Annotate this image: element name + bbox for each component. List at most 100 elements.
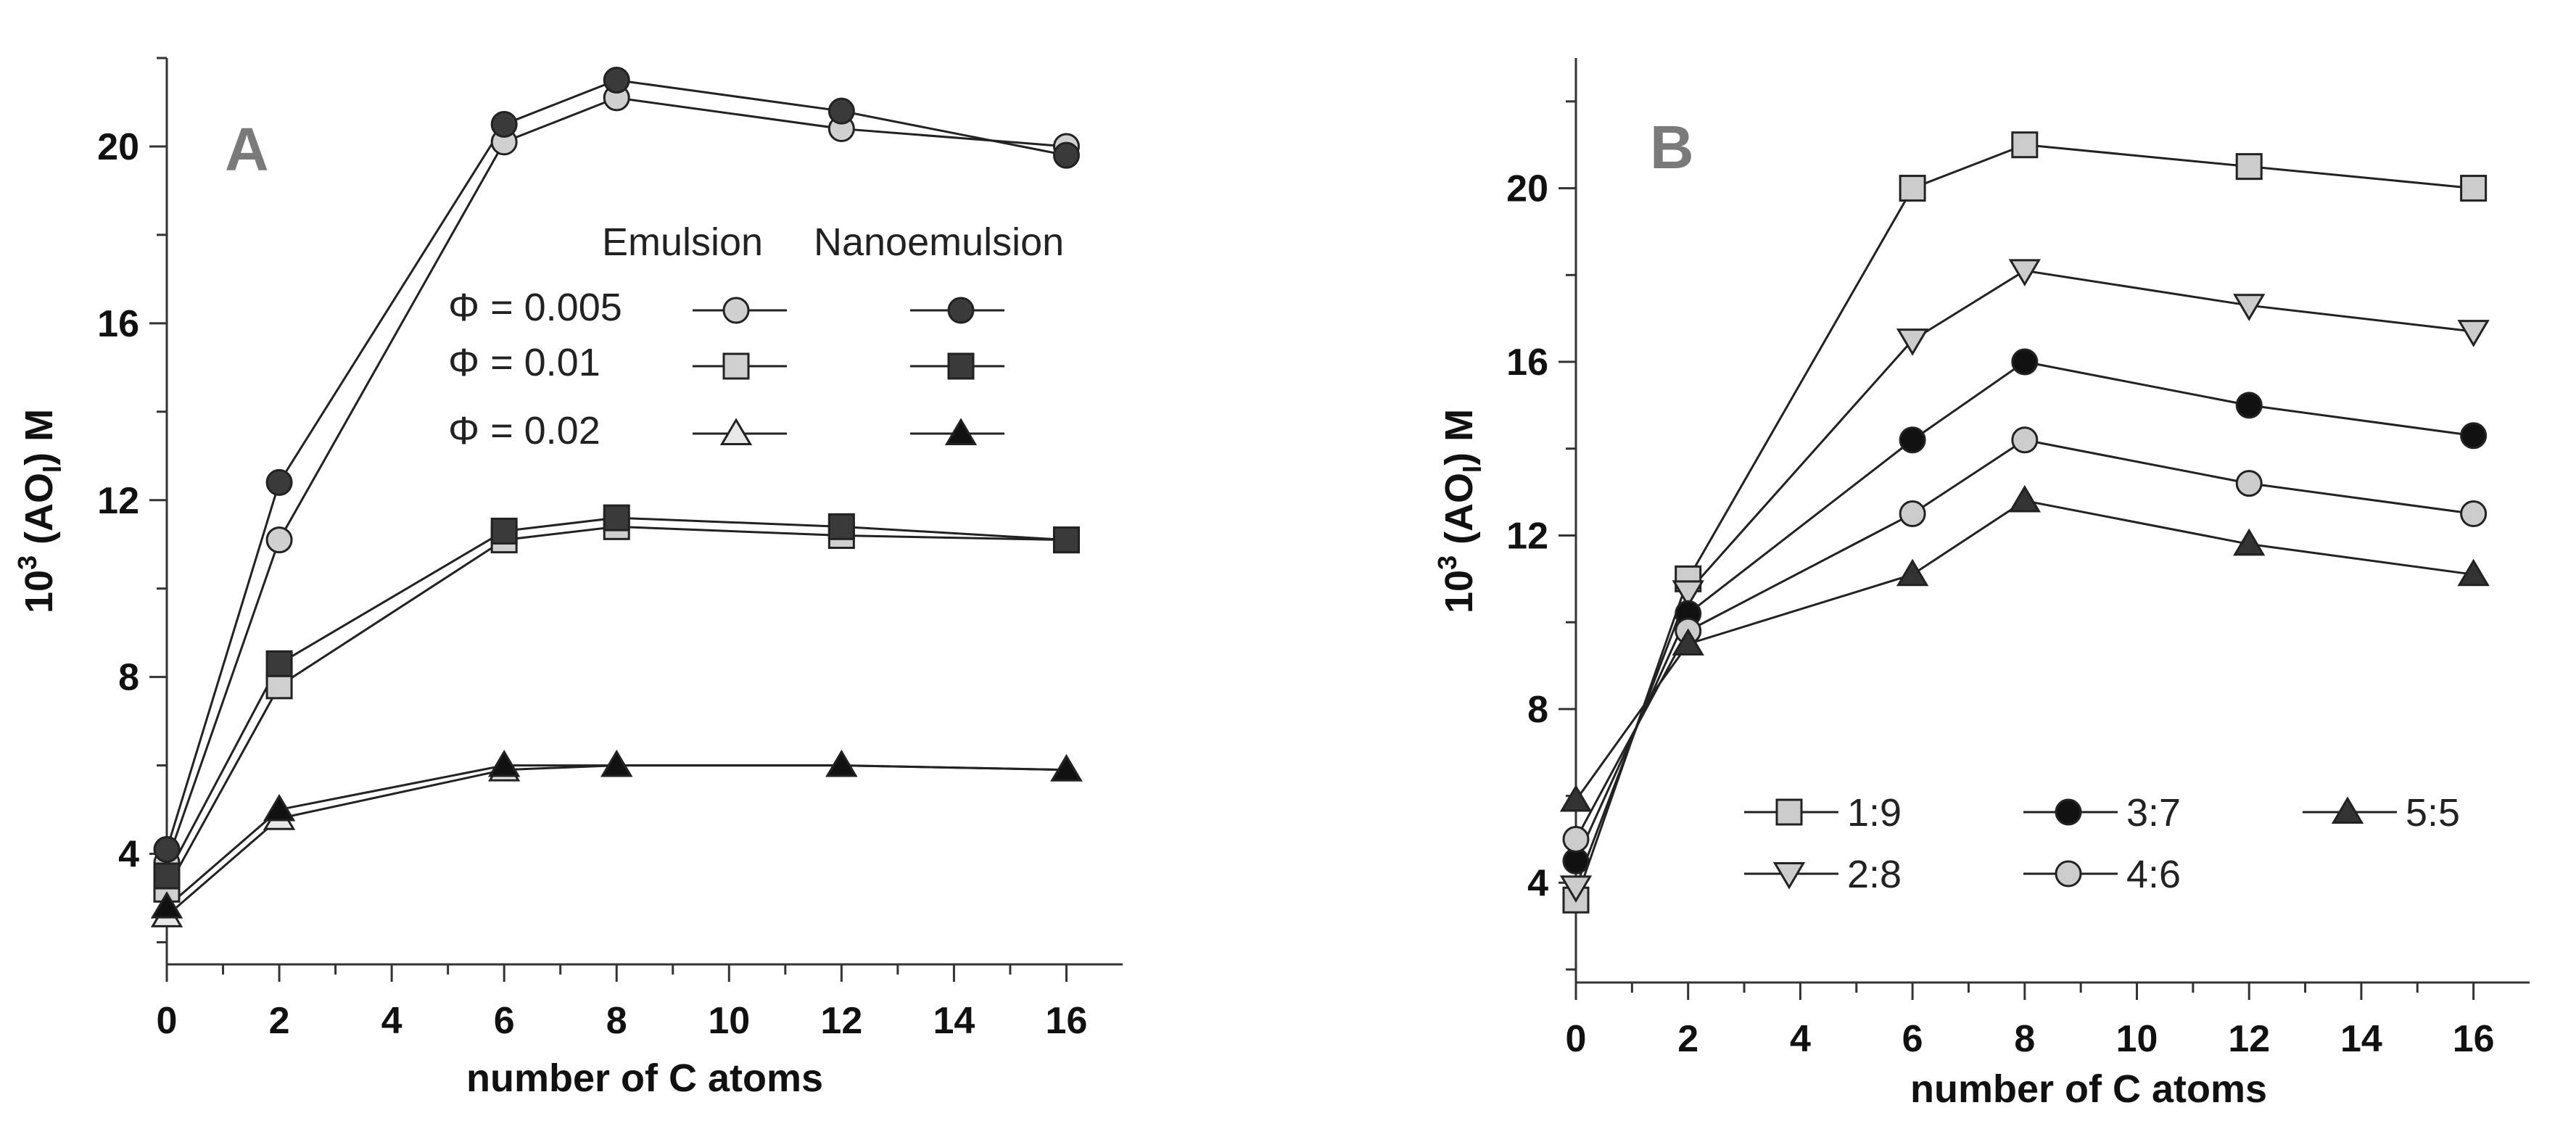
x-tick-label: 8 xyxy=(606,1000,627,1042)
data-point xyxy=(265,468,293,496)
data-point xyxy=(1899,426,1926,454)
data-point xyxy=(1672,580,1704,608)
data-point xyxy=(1899,175,1926,202)
data-point xyxy=(1559,784,1593,812)
data-point xyxy=(2460,175,2488,202)
panel-b-y-label: 103 (AOI) M xyxy=(1432,409,1487,613)
x-tick-label: 14 xyxy=(933,1000,975,1042)
x-tick-label: 12 xyxy=(2228,1018,2270,1060)
data-point xyxy=(603,504,630,531)
y-tick-label: 16 xyxy=(97,303,139,345)
data-point xyxy=(2011,426,2039,454)
panel-b-chart: 0 2 4 6 8 10 12 14 16 4 8 12 16 20 B number of C atom… xyxy=(1432,58,2530,1111)
data-point xyxy=(490,110,518,138)
x-tick-label: 6 xyxy=(494,1000,515,1042)
panel-b-x-label: number of C atoms xyxy=(1910,1067,2267,1111)
x-tick-label: 16 xyxy=(1046,1000,1088,1042)
y-tick-label: 4 xyxy=(1527,862,1548,904)
legend-label: 1:9 xyxy=(1847,791,1902,835)
legend-marker xyxy=(2055,860,2082,888)
x-tick-label: 0 xyxy=(1566,1018,1587,1060)
legend-marker xyxy=(2331,796,2364,824)
panel-a-letter: A xyxy=(225,115,269,183)
legend-marker xyxy=(719,418,753,445)
x-tick-label: 4 xyxy=(1790,1018,1811,1060)
x-tick-label: 2 xyxy=(269,1000,290,1042)
data-point xyxy=(2457,558,2490,587)
series-line-2 xyxy=(1574,360,2474,862)
data-point xyxy=(600,749,633,777)
legend-row-phi-001: Φ = 0.01 xyxy=(448,341,600,384)
y-tick-label: 20 xyxy=(1506,168,1548,210)
legend-marker xyxy=(722,352,750,380)
panel-a-y-label: 103 (AOI) M xyxy=(12,409,67,613)
data-point xyxy=(2235,153,2263,181)
data-point xyxy=(827,513,855,540)
data-point xyxy=(2008,259,2041,286)
data-point xyxy=(2457,320,2490,347)
data-point xyxy=(603,66,630,94)
y-tick-label: 12 xyxy=(97,480,139,522)
x-tick-label: 0 xyxy=(157,1000,178,1042)
x-tick-label: 16 xyxy=(2453,1018,2495,1060)
y-tick-label: 4 xyxy=(118,834,139,876)
legend-label: 2:8 xyxy=(1847,853,1902,896)
legend-label: 5:5 xyxy=(2406,791,2460,835)
data-point xyxy=(263,793,296,822)
legend-marker xyxy=(947,352,975,380)
data-point xyxy=(827,97,855,125)
data-point xyxy=(2233,528,2266,556)
data-point xyxy=(1562,825,1590,853)
data-point xyxy=(2235,470,2263,497)
x-tick-label: 14 xyxy=(2340,1018,2382,1060)
panel-a-x-label: number of C atoms xyxy=(466,1056,823,1100)
legend-label: 4:6 xyxy=(2126,853,2181,896)
data-point xyxy=(1052,526,1080,554)
legend-marker xyxy=(2055,798,2082,826)
data-point xyxy=(1052,141,1080,169)
data-point xyxy=(265,526,293,554)
series-line-3 xyxy=(165,516,1067,877)
series-line-2 xyxy=(165,525,1067,890)
panel-a-legend xyxy=(693,297,1004,445)
data-point xyxy=(1050,754,1083,782)
data-point xyxy=(2008,484,2041,513)
series-line-0 xyxy=(1574,144,2474,901)
x-tick-label: 2 xyxy=(1677,1018,1698,1060)
legend-row-phi-0005: Φ = 0.005 xyxy=(448,286,622,329)
y-tick-label: 12 xyxy=(1506,515,1548,557)
series-line-5 xyxy=(166,764,1067,908)
series-line-4 xyxy=(166,764,1067,917)
x-tick-label: 6 xyxy=(1902,1018,1923,1060)
data-point xyxy=(2460,500,2488,528)
data-point xyxy=(1899,500,1926,528)
data-point xyxy=(153,835,181,863)
series-line-4 xyxy=(1574,499,2474,801)
data-point xyxy=(150,891,183,919)
legend-marker xyxy=(722,297,750,324)
x-tick-label: 10 xyxy=(2116,1018,2158,1060)
panel-b-legend: 1:9 2:8 3:7 4:6 5:5 xyxy=(1744,791,2460,896)
data-point xyxy=(2235,392,2263,419)
data-point xyxy=(2011,131,2039,159)
series-line-0 xyxy=(165,96,1067,864)
x-tick-label: 8 xyxy=(2014,1018,2035,1060)
panel-b-letter: B xyxy=(1650,113,1694,181)
legend-marker xyxy=(947,297,975,324)
y-tick-label: 8 xyxy=(1527,689,1548,731)
data-point xyxy=(1672,628,1704,656)
x-tick-label: 4 xyxy=(381,1000,402,1042)
series-line-1 xyxy=(1574,269,2474,888)
data-point xyxy=(1896,328,1929,356)
legend-marker xyxy=(1775,798,1803,826)
data-point xyxy=(153,862,181,890)
data-point xyxy=(265,650,293,677)
y-tick-label: 20 xyxy=(97,126,139,168)
legend-marker xyxy=(944,418,978,445)
series-line-3 xyxy=(1574,439,2474,840)
x-tick-label: 12 xyxy=(820,1000,862,1042)
data-point xyxy=(488,749,521,777)
legend-label: 3:7 xyxy=(2126,791,2181,835)
x-tick-label: 10 xyxy=(708,1000,750,1042)
y-tick-label: 8 xyxy=(118,657,139,699)
